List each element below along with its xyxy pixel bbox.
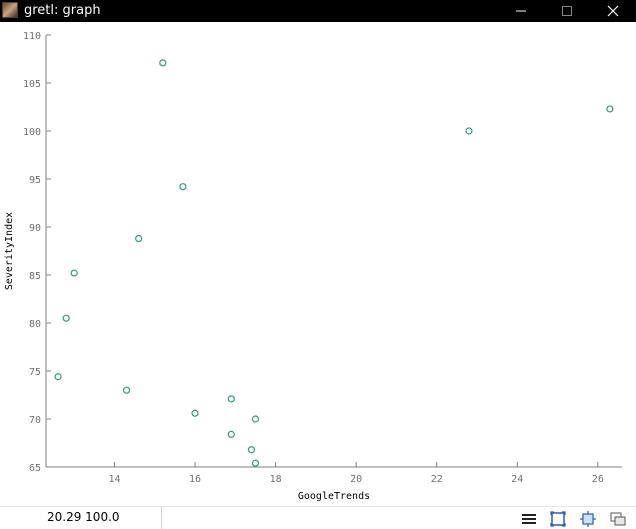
fit-button[interactable] [577, 509, 599, 529]
scatter-chart-svg: 14 16 18 20 22 24 26 65 70 75 80 85 90 95 100 105 110 Goo… [4, 31, 622, 502]
window-title: gretl: graph [24, 3, 101, 18]
minimize-icon [516, 10, 526, 12]
y-tick-label: 110 [23, 31, 41, 42]
y-tick-label: 100 [23, 127, 41, 138]
y-tick-label: 95 [29, 175, 41, 186]
maximize-icon [562, 6, 572, 16]
minimize-button[interactable] [498, 0, 544, 22]
y-tick-label: 105 [23, 79, 41, 90]
maximize-button[interactable] [544, 0, 590, 22]
status-bar: 20.29 100.0 [0, 506, 636, 529]
data-point [62, 314, 70, 322]
data-point [251, 459, 260, 467]
y-tick-label: 80 [29, 319, 41, 330]
close-button[interactable] [590, 0, 636, 22]
x-tick-label: 20 [350, 474, 362, 485]
x-tick-label: 24 [511, 474, 523, 485]
close-icon [607, 5, 619, 17]
windows-icon [610, 512, 626, 526]
data-point [179, 183, 187, 191]
windows-button[interactable] [607, 509, 629, 529]
data-point [247, 446, 256, 454]
data-point [54, 373, 62, 381]
zoom-icon [550, 511, 566, 527]
title-bar: gretl: graph [0, 0, 636, 22]
data-point [227, 430, 235, 438]
data-point [191, 409, 199, 417]
data-point [159, 59, 167, 67]
data-point [70, 269, 78, 277]
x-tick-label: 22 [431, 474, 443, 485]
zoom-button[interactable] [547, 509, 569, 529]
coordinate-text: 20.29 100.0 [47, 510, 120, 524]
data-point [251, 415, 260, 423]
y-tick-label: 90 [29, 223, 41, 234]
y-axis-label: SeverityIndex [4, 212, 15, 290]
x-tick-label: 16 [189, 474, 201, 485]
data-point [122, 386, 131, 394]
data-point [606, 105, 614, 113]
coordinate-readout: 20.29 100.0 [0, 507, 162, 529]
y-tick-label: 70 [29, 415, 41, 426]
data-point [465, 127, 473, 135]
y-tick-label: 65 [29, 463, 41, 474]
fit-icon [580, 511, 596, 527]
x-tick-label: 26 [592, 474, 604, 485]
y-tick-label: 85 [29, 271, 41, 282]
x-tick-label: 18 [270, 474, 282, 485]
x-axis-label: GoogleTrends [298, 491, 370, 502]
data-point [135, 234, 143, 243]
gretl-app-icon[interactable] [2, 2, 18, 18]
scatter-plot[interactable]: 14 16 18 20 22 24 26 65 70 75 80 85 90 95 100 105 110 Goo… [0, 22, 636, 506]
data-point [227, 395, 235, 403]
menu-icon [522, 514, 536, 524]
menu-button[interactable] [518, 509, 540, 529]
x-tick-label: 14 [108, 474, 120, 485]
y-tick-label: 75 [29, 367, 41, 378]
